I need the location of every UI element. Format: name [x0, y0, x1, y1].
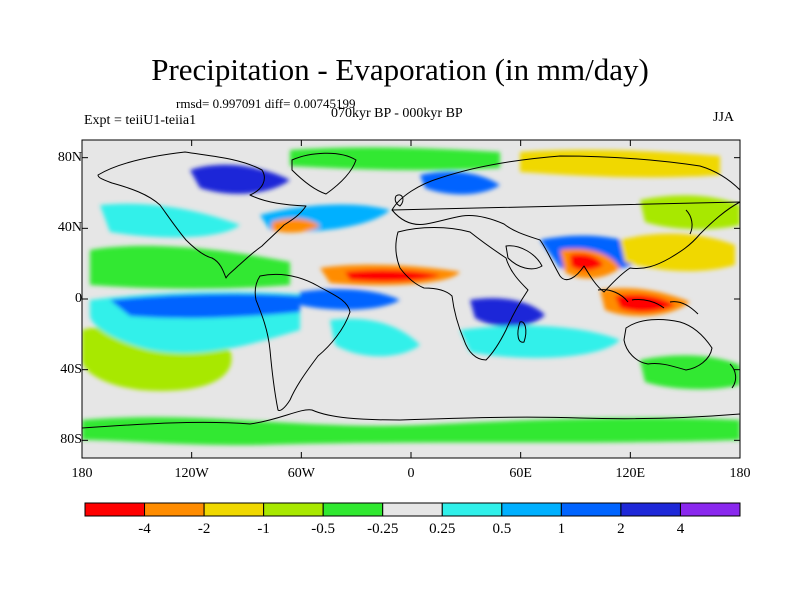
- field-eurasia-yellow: [520, 149, 720, 178]
- colorbar-swatch: [620, 502, 681, 517]
- coast-antarctica: [82, 409, 740, 429]
- colorbar-swatch: [501, 502, 562, 517]
- x-tick-label: 180: [71, 466, 93, 481]
- coast-south-america: [254, 273, 351, 411]
- field-eurasia-blue: [420, 171, 500, 195]
- field-atlantic-red-core: [345, 269, 440, 282]
- field-south-atlantic-blue: [470, 298, 545, 327]
- colorbar-swatch: [203, 502, 265, 517]
- x-tick-label: 60E: [509, 466, 532, 481]
- y-tick-label: 80N: [57, 149, 82, 165]
- coast-indonesia: [597, 289, 699, 315]
- coast-north-america: [97, 151, 307, 279]
- season-label: JJA: [713, 110, 735, 125]
- colorbar-label: 4: [676, 521, 685, 537]
- colorbar-swatch: [382, 502, 443, 517]
- colorbar-swatch: [322, 502, 384, 517]
- x-tick-label: 0: [407, 466, 415, 481]
- map-title: Precipitation - Evaporation (in mm/day): [151, 52, 649, 87]
- field-indian-cyan: [460, 325, 620, 358]
- colorbar-label: -1: [257, 521, 270, 537]
- y-tick-label: 40N: [57, 220, 82, 236]
- colorbar-label: 1: [557, 521, 566, 537]
- anomaly-field: [82, 147, 740, 446]
- coast-australia: [623, 319, 713, 371]
- axis-ticks: [81, 140, 741, 458]
- colorbar: [84, 502, 741, 517]
- coast-africa: [395, 227, 529, 361]
- colorbar-swatch: [560, 502, 622, 517]
- field-arctic-blue: [190, 164, 290, 194]
- period-subtitle: 070kyr BP - 000kyr BP: [331, 106, 463, 121]
- coast-arabia: [505, 245, 543, 270]
- y-tick-label: 40S: [60, 361, 82, 377]
- field-india-red-core: [570, 254, 603, 271]
- coast-new-zealand: [729, 363, 737, 389]
- colorbar-swatch: [441, 502, 503, 517]
- field-arctic-green: [290, 147, 500, 171]
- colorbar-swatch: [144, 502, 205, 517]
- coast-eurasia: [391, 155, 740, 293]
- colorbar-label: -0.5: [311, 521, 336, 537]
- x-tick-label: 120W: [174, 466, 209, 481]
- experiment-label: Expt = teiiU1-teiia1: [84, 113, 197, 128]
- field-pacific-cyan-n: [100, 203, 240, 238]
- field-australia-green: [640, 355, 740, 390]
- field-maritime-red: [615, 294, 675, 312]
- field-atlantic-cyan-s: [330, 318, 420, 357]
- coast-uk: [394, 194, 404, 207]
- coastlines: [82, 151, 740, 429]
- stats-text: rmsd= 0.997091 diff= 0.00745199: [176, 96, 356, 111]
- coast-greenland: [291, 152, 357, 195]
- colorbar-swatch: [84, 502, 146, 517]
- field-pacific-blue: [110, 293, 300, 319]
- x-tick-label: 120E: [615, 466, 646, 481]
- x-tick-label: 180: [729, 466, 751, 481]
- coast-madagascar: [517, 321, 527, 343]
- field-pacific-green-n: [90, 245, 290, 289]
- colorbar-label: -4: [138, 521, 151, 537]
- field-atlantic-blue: [300, 289, 400, 310]
- colorbar-label: 0.25: [429, 521, 456, 537]
- colorbar-swatch: [679, 502, 741, 517]
- colorbar-label: 2: [617, 521, 625, 537]
- colorbar-label: 0.5: [492, 521, 512, 537]
- coast-japan: [685, 209, 693, 235]
- y-tick-label: 0: [75, 291, 82, 306]
- colorbar-label: -2: [197, 521, 211, 537]
- colorbar-swatch: [263, 502, 324, 517]
- field-west-pacific-yellow: [620, 233, 735, 272]
- x-tick-label: 60W: [287, 466, 315, 481]
- field-north-atlantic-orange: [272, 218, 320, 233]
- y-tick-label: 80S: [60, 432, 82, 448]
- colorbar-label: -0.25: [367, 521, 399, 537]
